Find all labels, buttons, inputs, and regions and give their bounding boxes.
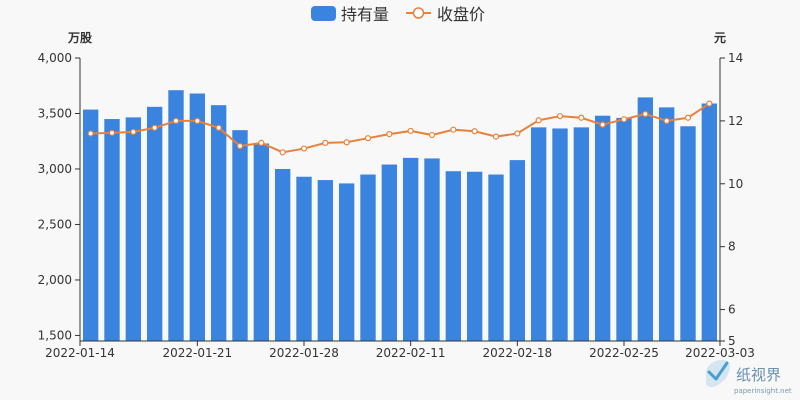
left-axis-tick-label: 2,000 — [38, 273, 72, 287]
left-axis: 1,500 2,000 2,500 3,000 3,500 4,000 — [38, 51, 81, 342]
left-axis-tick-label: 4,000 — [38, 51, 72, 65]
price-point — [535, 117, 542, 124]
x-axis: 2022-01-14 2022-01-21 2022-01-28 2022-02-11… — [45, 340, 755, 360]
bar-holdings — [381, 164, 398, 341]
line-series-price — [87, 100, 713, 156]
bar-holdings — [82, 109, 99, 341]
watermark-logo-icon — [706, 359, 730, 388]
right-axis-unit: 元 — [714, 31, 726, 45]
legend-label-price: 收盘价 — [437, 5, 485, 24]
bar-holdings — [296, 176, 312, 341]
bar-holdings — [360, 174, 376, 341]
price-point — [194, 117, 201, 124]
price-point — [258, 139, 265, 146]
bar-holdings — [594, 115, 611, 341]
price-point — [322, 139, 329, 146]
price-point — [172, 117, 180, 124]
bar-holdings — [232, 130, 248, 341]
right-axis-tick-label: 5 — [728, 334, 736, 348]
price-point — [599, 121, 606, 128]
left-axis-tick-label: 2,500 — [38, 217, 72, 231]
price-point — [130, 128, 137, 135]
bar-holdings — [552, 128, 568, 341]
legend-swatch-holdings — [311, 6, 336, 21]
x-axis-tick-label: 2022-02-18 — [482, 346, 552, 360]
x-axis-tick-label: 2022-01-21 — [162, 346, 232, 360]
price-point — [706, 100, 713, 107]
left-axis-unit: 万股 — [67, 30, 93, 45]
price-point — [386, 130, 393, 138]
price-point — [87, 130, 94, 137]
price-point — [151, 124, 158, 131]
bar-holdings — [445, 171, 462, 341]
price-point — [300, 145, 308, 152]
left-axis-tick-label: 3,000 — [38, 162, 72, 176]
legend: 持有量 收盘价 — [311, 5, 485, 24]
price-point — [407, 127, 414, 135]
price-point — [471, 128, 478, 135]
bar-holdings — [701, 103, 718, 342]
bar-holdings — [424, 158, 440, 341]
right-axis: 5 6 8 10 12 14 — [719, 51, 743, 348]
price-point — [364, 135, 372, 142]
price-point — [642, 110, 649, 118]
bar-holdings — [573, 127, 590, 341]
bar-holdings — [509, 160, 526, 341]
bar-holdings — [104, 119, 120, 341]
bar-holdings — [402, 157, 419, 341]
x-axis-tick-label: 2022-02-11 — [376, 346, 446, 360]
bar-holdings — [253, 143, 270, 341]
bar-holdings — [317, 180, 334, 341]
price-line — [90, 102, 710, 154]
bar-holdings — [125, 117, 142, 341]
right-axis-tick-label: 12 — [728, 114, 743, 128]
bar-holdings — [210, 105, 227, 342]
bar-holdings — [680, 126, 696, 342]
right-axis-tick-label: 14 — [728, 51, 743, 65]
watermark-name: 纸视界 — [736, 366, 781, 384]
price-point — [108, 129, 116, 136]
bar-holdings — [488, 174, 504, 341]
price-point — [663, 117, 670, 124]
bar-holdings — [530, 127, 547, 341]
x-axis-tick-label: 2022-01-28 — [269, 346, 339, 360]
x-axis-tick-label: 2022-02-25 — [589, 346, 659, 360]
bar-holdings — [616, 117, 632, 341]
legend-swatch-price-marker — [412, 7, 425, 19]
price-point — [279, 149, 286, 156]
bar-holdings — [338, 183, 355, 341]
bar-holdings — [168, 90, 184, 341]
price-point — [428, 131, 436, 139]
x-axis-tick-label: 2022-01-14 — [45, 346, 115, 360]
price-point — [215, 124, 222, 131]
bar-holdings — [637, 97, 654, 341]
bar-holdings — [189, 93, 206, 341]
right-axis-tick-label: 10 — [728, 177, 743, 191]
bar-series-holdings — [82, 90, 718, 342]
legend-label-holdings: 持有量 — [341, 5, 389, 24]
right-axis-tick-label: 8 — [728, 240, 736, 254]
price-point — [620, 116, 628, 123]
price-point — [556, 113, 564, 120]
price-point — [343, 139, 350, 146]
bar-holdings — [466, 171, 483, 341]
watermark: 纸视界 paperinsight.net — [706, 359, 792, 395]
bar-holdings — [146, 106, 163, 341]
bar-holdings — [658, 107, 675, 341]
price-point — [450, 126, 457, 133]
watermark-domain: paperinsight.net — [734, 387, 792, 395]
bar-holdings — [274, 168, 291, 341]
price-point — [236, 142, 244, 150]
price-point — [492, 133, 500, 140]
price-point — [514, 130, 521, 137]
right-axis-tick-label: 6 — [728, 303, 736, 317]
price-point — [684, 114, 692, 121]
left-axis-tick-label: 1,500 — [38, 328, 72, 342]
left-axis-tick-label: 3,500 — [38, 106, 72, 120]
x-axis-tick-label: 2022-03-03 — [685, 346, 755, 360]
price-point — [578, 114, 585, 121]
